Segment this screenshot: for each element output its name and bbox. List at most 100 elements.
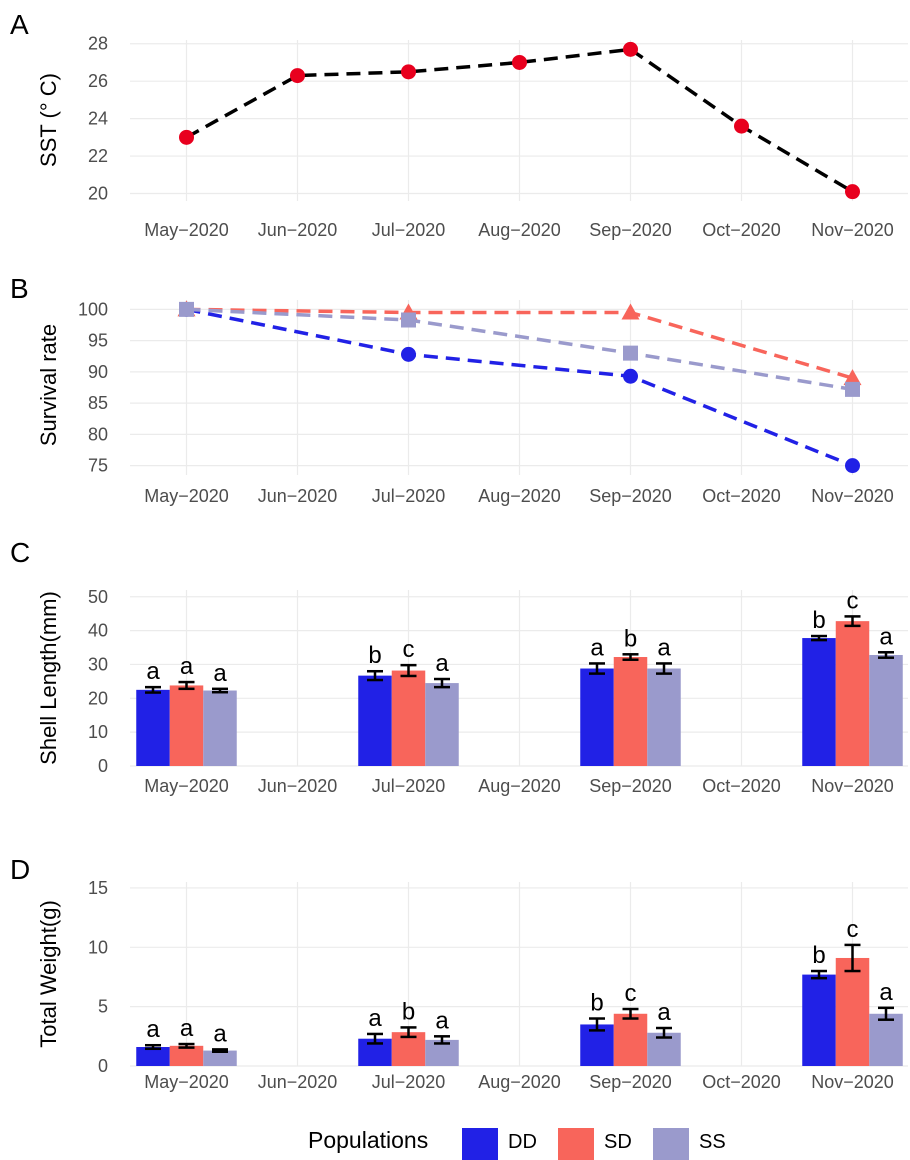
x-tick-label: Jun−2020 bbox=[258, 220, 338, 240]
y-tick-label: 90 bbox=[88, 362, 108, 382]
x-tick-label: May−2020 bbox=[144, 1072, 229, 1092]
significance-letter: a bbox=[213, 660, 227, 687]
significance-letter: a bbox=[146, 1016, 160, 1043]
y-tick-label: 26 bbox=[88, 71, 108, 91]
significance-letter: a bbox=[879, 623, 893, 650]
sst-point bbox=[623, 41, 638, 57]
significance-letter: a bbox=[368, 1005, 382, 1032]
significance-letter: a bbox=[146, 658, 160, 685]
significance-letter: a bbox=[657, 634, 671, 661]
significance-letter: b bbox=[624, 625, 637, 652]
y-tick-label: 28 bbox=[88, 34, 108, 54]
survival-point-ss bbox=[845, 381, 860, 397]
legend-title: Populations bbox=[308, 1127, 428, 1153]
x-tick-label: Sep−2020 bbox=[589, 776, 672, 796]
x-tick-label: Aug−2020 bbox=[478, 486, 561, 506]
survival-point-sd bbox=[621, 303, 640, 320]
survival-line-dd bbox=[186, 307, 854, 468]
x-tick-label: Jun−2020 bbox=[258, 486, 338, 506]
sst-point bbox=[290, 68, 305, 84]
survival-point-sd bbox=[843, 369, 862, 386]
y-tick-label: 80 bbox=[88, 424, 108, 444]
significance-letter: c bbox=[847, 587, 859, 614]
legend-label: DD bbox=[508, 1131, 537, 1153]
bar-dd bbox=[136, 689, 170, 766]
legend-swatch-ss bbox=[653, 1128, 689, 1160]
x-tick-label: Nov−2020 bbox=[811, 1072, 894, 1092]
y-tick-label: 95 bbox=[88, 331, 108, 351]
survival-point-dd bbox=[845, 458, 860, 474]
bar-dd bbox=[358, 675, 392, 766]
panel-label: A bbox=[10, 9, 29, 40]
survival-line-sd bbox=[186, 307, 853, 380]
survival-line-ss bbox=[186, 307, 853, 392]
x-tick-label: Aug−2020 bbox=[478, 220, 561, 240]
significance-letter: a bbox=[657, 999, 671, 1026]
bar-sd bbox=[835, 621, 870, 766]
bar-sd bbox=[391, 670, 426, 766]
y-tick-label: 10 bbox=[88, 722, 108, 742]
x-tick-label: Jun−2020 bbox=[258, 1072, 338, 1092]
y-tick-label: 15 bbox=[88, 878, 108, 898]
panel-label: B bbox=[10, 273, 29, 304]
legend-swatch-sd bbox=[558, 1128, 594, 1160]
y-tick-label: 40 bbox=[88, 621, 108, 641]
bar-dd bbox=[802, 638, 836, 766]
survival-point-ss bbox=[623, 345, 638, 361]
x-tick-label: Jun−2020 bbox=[258, 776, 338, 796]
significance-letter: c bbox=[847, 916, 859, 943]
sst-point bbox=[401, 64, 416, 80]
legend-label: SS bbox=[699, 1131, 726, 1153]
sst-point bbox=[734, 118, 749, 134]
x-tick-label: Sep−2020 bbox=[589, 486, 672, 506]
bar-ss bbox=[203, 690, 237, 766]
x-tick-label: Oct−2020 bbox=[702, 776, 781, 796]
significance-letter: b bbox=[812, 942, 825, 969]
survival-point-dd bbox=[401, 346, 416, 362]
bar-sd bbox=[169, 685, 204, 766]
y-axis-label: Total Weight(g) bbox=[36, 900, 61, 1048]
x-tick-label: Jul−2020 bbox=[372, 220, 446, 240]
bar-ss bbox=[203, 1050, 237, 1066]
significance-letter: a bbox=[180, 653, 194, 680]
bar-ss bbox=[869, 1013, 903, 1066]
significance-letter: a bbox=[180, 1015, 194, 1042]
y-axis-label: SST (° C) bbox=[36, 73, 61, 167]
y-tick-label: 10 bbox=[88, 937, 108, 957]
y-tick-label: 24 bbox=[88, 109, 108, 129]
x-tick-label: Jul−2020 bbox=[372, 486, 446, 506]
bar-ss bbox=[869, 654, 903, 766]
y-tick-label: 20 bbox=[88, 184, 108, 204]
y-axis-label: Survival rate bbox=[36, 324, 61, 446]
y-axis-label: Shell Length(mm) bbox=[36, 591, 61, 765]
y-tick-label: 5 bbox=[98, 997, 108, 1017]
x-tick-label: Aug−2020 bbox=[478, 776, 561, 796]
significance-letter: a bbox=[435, 1007, 449, 1034]
bar-sd bbox=[835, 957, 870, 1066]
bar-dd bbox=[136, 1047, 170, 1066]
sst-point bbox=[512, 54, 527, 70]
significance-letter: b bbox=[590, 990, 603, 1017]
significance-letter: a bbox=[213, 1020, 227, 1047]
y-tick-label: 30 bbox=[88, 654, 108, 674]
bar-dd bbox=[580, 668, 614, 766]
bar-sd bbox=[169, 1045, 204, 1066]
x-tick-label: Nov−2020 bbox=[811, 220, 894, 240]
bar-sd bbox=[613, 657, 648, 766]
x-tick-label: Oct−2020 bbox=[702, 220, 781, 240]
x-tick-label: Sep−2020 bbox=[589, 220, 672, 240]
x-tick-label: May−2020 bbox=[144, 486, 229, 506]
x-tick-label: Jul−2020 bbox=[372, 776, 446, 796]
x-tick-label: Oct−2020 bbox=[702, 1072, 781, 1092]
x-tick-label: Jul−2020 bbox=[372, 1072, 446, 1092]
y-tick-label: 85 bbox=[88, 393, 108, 413]
legend-label: SD bbox=[604, 1131, 632, 1153]
x-tick-label: May−2020 bbox=[144, 220, 229, 240]
x-tick-label: Oct−2020 bbox=[702, 486, 781, 506]
bar-ss bbox=[425, 683, 459, 766]
x-tick-label: Sep−2020 bbox=[589, 1072, 672, 1092]
y-tick-label: 0 bbox=[98, 1056, 108, 1076]
survival-point-dd bbox=[623, 368, 638, 384]
